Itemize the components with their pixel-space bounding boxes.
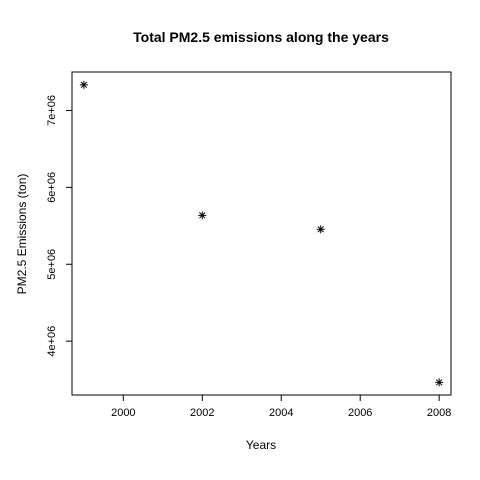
y-tick-label: 7e+06 [46, 95, 58, 126]
x-tick-label: 2000 [111, 407, 135, 419]
data-point [316, 225, 325, 234]
y-axis: 4e+06 5e+06 6e+06 7e+06 [46, 95, 73, 357]
x-tick-label: 2006 [348, 407, 372, 419]
x-tick-label: 2008 [427, 407, 451, 419]
data-point [435, 378, 444, 387]
y-tick-label: 4e+06 [46, 326, 58, 357]
x-axis: 2000 2002 2004 2006 2008 [111, 394, 451, 419]
x-tick-label: 2002 [190, 407, 214, 419]
y-tick-label: 6e+06 [46, 172, 58, 203]
data-point [79, 80, 88, 89]
y-axis-label: PM2.5 Emissions (ton) [15, 174, 29, 295]
x-axis-label: Years [246, 438, 276, 452]
data-points [79, 80, 444, 387]
y-tick-label: 5e+06 [46, 249, 58, 280]
plot-frame [71, 71, 452, 396]
x-tick-label: 2004 [269, 407, 293, 419]
data-point [198, 211, 207, 220]
chart-title: Total PM2.5 emissions along the years [133, 29, 389, 45]
